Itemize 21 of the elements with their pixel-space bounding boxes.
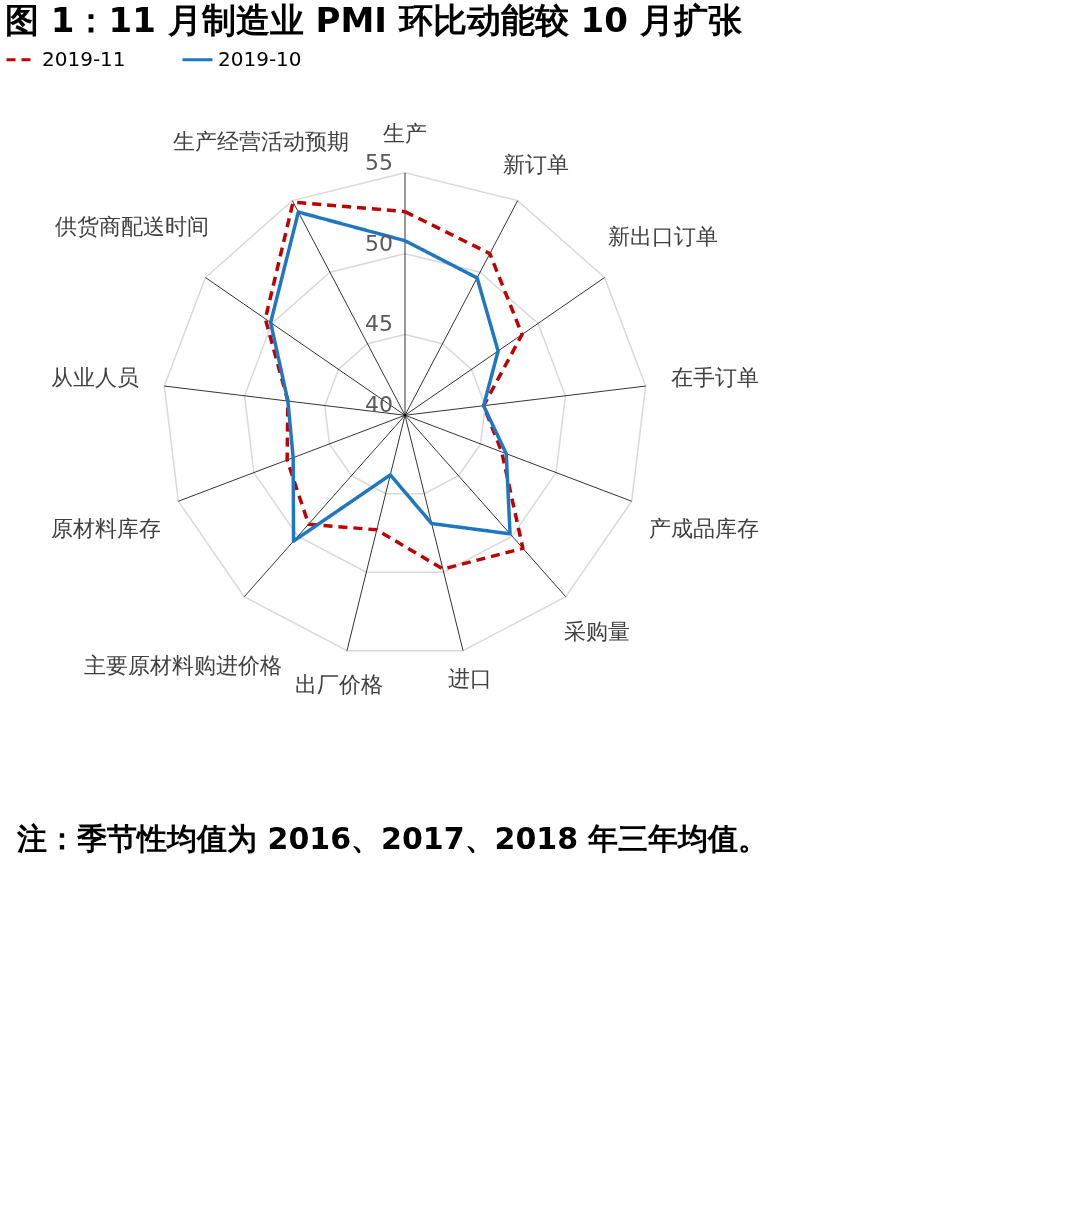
spoke-label: 产成品库存 bbox=[649, 515, 760, 541]
spoke-label: 新出口订单 bbox=[608, 224, 719, 250]
y-tick-label: 40 bbox=[365, 392, 393, 418]
y-tick-label: 45 bbox=[365, 311, 393, 337]
chart-title: 图 1：11 月制造业 PMI 环比动能较 10 月扩张 bbox=[5, 0, 743, 40]
spoke-label: 主要原材料购进价格 bbox=[84, 652, 283, 678]
spoke-label: 生产经营活动预期 bbox=[173, 128, 350, 154]
y-tick-label: 50 bbox=[365, 230, 393, 256]
spoke-label: 新订单 bbox=[503, 152, 570, 178]
spoke-label: 供货商配送时间 bbox=[54, 213, 209, 239]
legend-label: 2019-10 bbox=[218, 46, 302, 71]
spoke-label: 出厂价格 bbox=[294, 671, 383, 697]
spoke-label: 进口 bbox=[448, 666, 493, 692]
spoke-label: 在手订单 bbox=[670, 364, 759, 390]
spoke-label: 采购量 bbox=[563, 618, 630, 644]
spoke-label: 生产 bbox=[383, 121, 427, 147]
spoke-label: 从业人员 bbox=[51, 364, 140, 390]
spoke-label: 原材料库存 bbox=[50, 515, 161, 541]
text: 注：季节性均值为 2016、2017、2018 年三年均值。 bbox=[16, 820, 769, 856]
y-tick-label: 55 bbox=[365, 149, 393, 175]
legend-label: 2019-11 bbox=[42, 46, 126, 71]
